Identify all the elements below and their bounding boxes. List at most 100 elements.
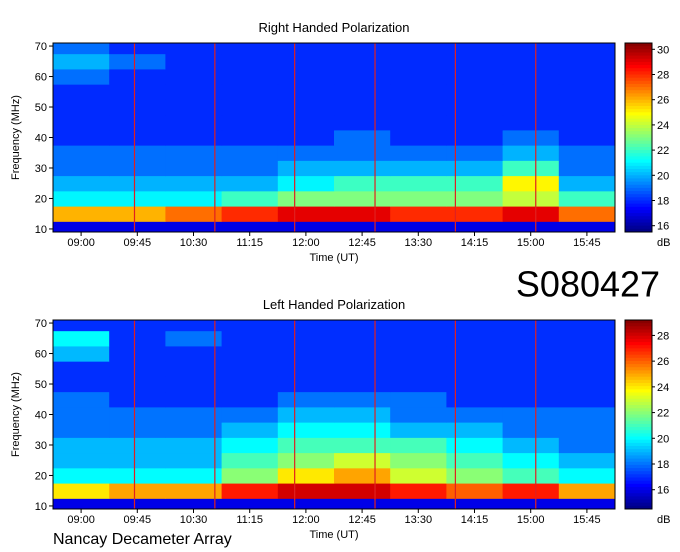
heatmap-cell xyxy=(558,345,615,362)
colorbar-swatch xyxy=(625,420,652,425)
colorbar-swatch xyxy=(625,225,652,230)
colorbar-swatch xyxy=(625,398,652,403)
heatmap-cell xyxy=(502,483,560,499)
heatmap-cell xyxy=(558,114,615,131)
heatmap-cell xyxy=(277,452,335,469)
colorbar-swatch xyxy=(625,320,652,324)
heatmap-cell xyxy=(165,43,223,55)
y-tick-label: 10 xyxy=(35,224,47,236)
heatmap-cell xyxy=(109,99,166,116)
heatmap-cell xyxy=(109,376,166,393)
observatory-label: Nancay Decameter Array xyxy=(53,531,232,548)
colorbar-swatch xyxy=(625,401,652,406)
heatmap-cell xyxy=(446,452,504,469)
heatmap-cell xyxy=(277,422,335,438)
colorbar-swatch xyxy=(625,209,652,214)
heatmap-cell xyxy=(446,376,504,393)
heatmap-cell xyxy=(221,422,279,438)
heatmap-cell xyxy=(390,114,447,131)
colorbar-swatch xyxy=(625,373,652,378)
colorbar-swatch xyxy=(625,395,652,400)
heatmap-cell xyxy=(558,145,615,161)
heatmap-cell xyxy=(502,437,560,454)
heatmap-cell xyxy=(109,84,166,100)
heatmap-cell xyxy=(502,206,560,222)
colorbar-swatch xyxy=(625,483,652,488)
x-tick-label: 13:30 xyxy=(405,237,433,249)
heatmap-cell xyxy=(446,43,504,55)
x-tick-label: 09:00 xyxy=(67,514,95,526)
heatmap-cell xyxy=(221,114,279,131)
colorbar-label: dB xyxy=(657,514,670,526)
heatmap-cell xyxy=(334,145,391,161)
heatmap-cell xyxy=(334,320,391,332)
heatmap-cell xyxy=(502,114,560,131)
heatmap-cell xyxy=(277,330,335,347)
heatmap-cell xyxy=(446,53,504,70)
colorbar-swatch xyxy=(625,87,652,91)
y-tick-label: 10 xyxy=(35,501,47,513)
heatmap-cell xyxy=(446,145,504,161)
colorbar-swatch xyxy=(625,417,652,422)
colorbar-swatch xyxy=(625,486,652,491)
heatmap-cell xyxy=(221,330,279,347)
heatmap-cell xyxy=(334,53,391,70)
colorbar-swatch xyxy=(625,181,652,186)
y-tick-label: 60 xyxy=(35,72,47,84)
heatmap-cell xyxy=(53,99,110,116)
heatmap-cell xyxy=(165,175,223,192)
heatmap-cell xyxy=(334,114,391,131)
heatmap-cell xyxy=(334,190,391,207)
colorbar-swatch xyxy=(625,153,652,157)
y-tick-label: 50 xyxy=(35,379,47,391)
colorbar-swatch xyxy=(625,338,652,343)
heatmap-cell xyxy=(390,330,447,347)
heatmap-cell xyxy=(221,361,279,377)
heatmap-cell xyxy=(446,406,504,423)
heatmap-cell xyxy=(53,175,110,192)
heatmap-cell xyxy=(277,437,335,454)
y-tick-label: 40 xyxy=(35,133,47,145)
heatmap-cell xyxy=(221,320,279,332)
heatmap-cell xyxy=(502,160,560,177)
heatmap-cell xyxy=(558,320,615,332)
heatmap-cell xyxy=(558,361,615,377)
colorbar-tick-label: 22 xyxy=(657,408,669,420)
heatmap-cell xyxy=(109,361,166,377)
heatmap-cell xyxy=(53,320,110,332)
x-tick-label: 15:00 xyxy=(517,514,545,526)
heatmap-cell xyxy=(53,160,110,177)
heatmap-cell xyxy=(334,68,391,85)
heatmap-cell xyxy=(109,221,166,232)
heatmap-cell xyxy=(221,206,279,222)
colorbar-swatch xyxy=(625,200,652,205)
heatmap-cell xyxy=(53,145,110,161)
colorbar-swatch xyxy=(625,131,652,135)
heatmap-cell xyxy=(53,84,110,100)
heatmap-cell xyxy=(390,160,447,177)
heatmap-cell xyxy=(446,99,504,116)
heatmap-cell xyxy=(446,437,504,454)
colorbar-swatch xyxy=(625,496,652,501)
colorbar-swatch xyxy=(625,329,652,334)
colorbar-tick-label: 30 xyxy=(657,44,669,56)
heatmap-cell xyxy=(277,160,335,177)
colorbar-swatch xyxy=(625,55,652,60)
x-tick-label: 15:00 xyxy=(517,237,545,249)
colorbar-tick-label: 20 xyxy=(657,433,669,445)
colorbar-swatch xyxy=(625,187,652,192)
colorbar-swatch xyxy=(625,112,652,116)
colorbar-tick-label: 24 xyxy=(657,382,669,394)
heatmap-cell xyxy=(109,68,166,85)
heatmap-cell xyxy=(390,406,447,423)
heatmap-cell xyxy=(558,84,615,100)
heatmap-cell xyxy=(502,391,560,408)
colorbar-swatch xyxy=(625,354,652,359)
heatmap-cell xyxy=(277,206,335,222)
colorbar-swatch xyxy=(625,80,652,85)
heatmap-cell xyxy=(277,114,335,131)
heatmap-cell xyxy=(390,43,447,55)
colorbar-tick-label: 26 xyxy=(657,356,669,368)
colorbar-swatch xyxy=(625,194,652,198)
heatmap-cell xyxy=(446,114,504,131)
